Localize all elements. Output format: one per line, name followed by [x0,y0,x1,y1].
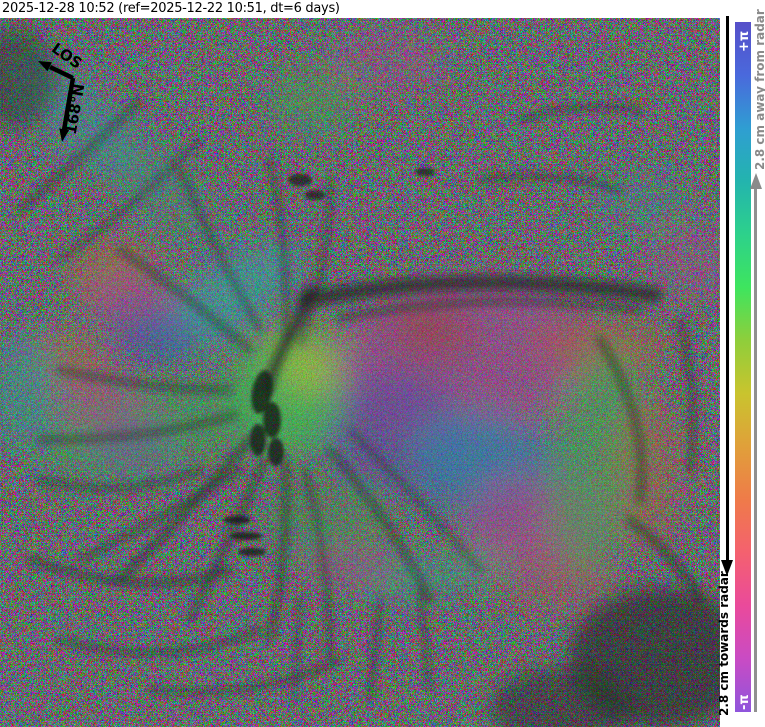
speckle-overlay-layer [0,18,720,727]
away-from-radar-arrow-shaft [754,188,757,712]
los-arrowhead-icon [38,61,52,72]
towards-radar-arrowhead-icon [721,560,733,576]
interferogram-image: LOS 168°N [0,18,750,727]
colorbar-max-label: +π [737,30,752,52]
towards-radar-arrow-shaft [725,16,729,561]
away-from-radar-label: 2.8 cm away from radar [753,9,765,170]
los-arrow-shaft [49,64,74,81]
north-arrowhead-icon [59,128,70,142]
phase-colorbar [735,22,751,712]
colorbar-min-label: -π [737,694,752,710]
interferogram-canvas: LOS 168°N [0,18,750,727]
north-arrow-shaft [61,77,76,131]
figure-title: 2025-12-28 10:52 (ref=2025-12-22 10:51, … [2,1,340,16]
towards-radar-label: 2.8 cm towards radar [717,571,731,716]
away-from-radar-arrowhead-icon [749,173,762,189]
